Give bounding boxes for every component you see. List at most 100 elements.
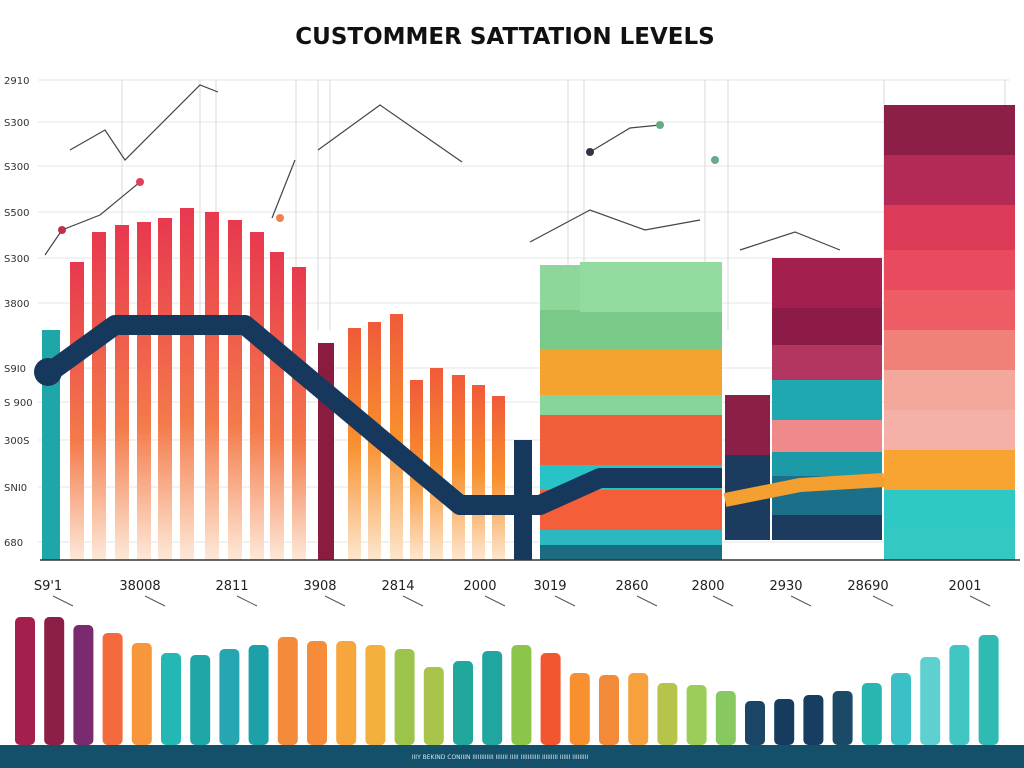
y-label: S 900 <box>4 398 33 409</box>
bottom-bar <box>44 617 65 745</box>
dot <box>586 148 594 156</box>
bottom-bar <box>277 637 298 745</box>
block <box>540 395 722 415</box>
bottom-bar <box>511 645 532 745</box>
bottom-bar <box>599 675 619 745</box>
x-tick <box>324 595 346 607</box>
block <box>884 525 1015 560</box>
y-label: S300 <box>4 118 29 129</box>
block <box>930 105 1015 155</box>
block <box>772 345 882 380</box>
x-label: 3908 <box>303 579 336 594</box>
block <box>884 410 1015 450</box>
bottom-bar <box>861 683 882 745</box>
bottom-bar <box>832 691 853 745</box>
bar <box>115 225 129 560</box>
x-tick <box>790 595 812 607</box>
ribbon <box>723 473 885 507</box>
bottom-bar <box>102 633 123 745</box>
block <box>772 420 882 452</box>
sketch-line <box>589 124 661 153</box>
sketch-line <box>69 84 219 161</box>
y-label: S9I0 <box>4 364 26 375</box>
x-tick <box>872 595 894 607</box>
sketch-line <box>44 181 141 256</box>
bottom-bar <box>774 699 795 745</box>
sketch-line <box>271 159 296 219</box>
sketch-line <box>317 104 463 163</box>
x-label: 2000 <box>463 579 496 594</box>
block <box>580 262 722 312</box>
x-tick <box>554 595 576 607</box>
footer-text: IIIY BEKIND CONIIIN IIIIIIIIIIII IIIIIII… <box>412 754 589 761</box>
dot <box>276 214 284 222</box>
block <box>540 545 722 560</box>
bar <box>42 330 60 560</box>
bottom-bar <box>978 635 999 745</box>
y-label: S500 <box>4 208 29 219</box>
bar <box>348 328 361 560</box>
bar <box>472 385 485 560</box>
bar <box>292 267 306 560</box>
x-label: 3019 <box>533 579 566 594</box>
bar <box>180 208 194 560</box>
block <box>540 310 722 350</box>
bottom-bar <box>745 701 765 745</box>
x-label: S9'1 <box>34 579 62 594</box>
bar <box>158 218 172 560</box>
y-label: 2910 <box>4 76 29 87</box>
x-tick <box>236 595 258 607</box>
block <box>884 250 1015 290</box>
block <box>772 308 882 345</box>
bottom-bar <box>131 643 152 745</box>
bottom-bar <box>686 685 707 745</box>
block <box>772 380 882 420</box>
x-tick <box>484 595 506 607</box>
x-tick <box>712 595 734 607</box>
bottom-bar <box>161 653 181 745</box>
block <box>772 515 882 540</box>
bottom-bar <box>920 657 941 745</box>
x-label: 2811 <box>215 579 248 594</box>
x-label: 2001 <box>948 579 981 594</box>
bottom-bar <box>336 641 357 745</box>
bottom-bar <box>307 641 327 745</box>
y-label: 3800 <box>4 299 29 310</box>
block <box>884 370 1015 410</box>
bottom-bar <box>453 661 473 745</box>
bar <box>430 368 443 560</box>
block <box>772 452 882 476</box>
x-tick <box>402 595 424 607</box>
title: CUSTOMMER SATTATION LEVELS <box>295 24 714 50</box>
y-label: S300 <box>4 254 29 265</box>
bottom-bar <box>628 673 649 745</box>
block <box>884 205 1015 250</box>
bar <box>452 375 465 560</box>
sketch-line <box>529 209 701 243</box>
block <box>884 330 1015 370</box>
bottom-bar <box>248 645 269 745</box>
bottom-bar <box>423 667 444 745</box>
x-label: 2800 <box>691 579 724 594</box>
y-label: SNI0 <box>4 483 27 494</box>
bottom-bar <box>569 673 590 745</box>
dot <box>136 178 144 186</box>
bottom-bar <box>219 649 240 745</box>
block <box>884 490 1015 525</box>
ribbon-end <box>34 358 62 386</box>
bar <box>270 252 284 560</box>
bottom-bar <box>715 691 736 745</box>
bar <box>228 220 242 560</box>
bottom-bar <box>657 683 678 745</box>
block <box>884 290 1015 330</box>
bar <box>92 232 106 560</box>
block <box>540 530 722 545</box>
block <box>540 415 722 465</box>
dot <box>656 121 664 129</box>
x-label: 2860 <box>615 579 648 594</box>
dot <box>711 156 719 164</box>
y-label: S300 <box>4 162 29 173</box>
bottom-bar <box>394 649 415 745</box>
bottom-bar <box>540 653 561 745</box>
